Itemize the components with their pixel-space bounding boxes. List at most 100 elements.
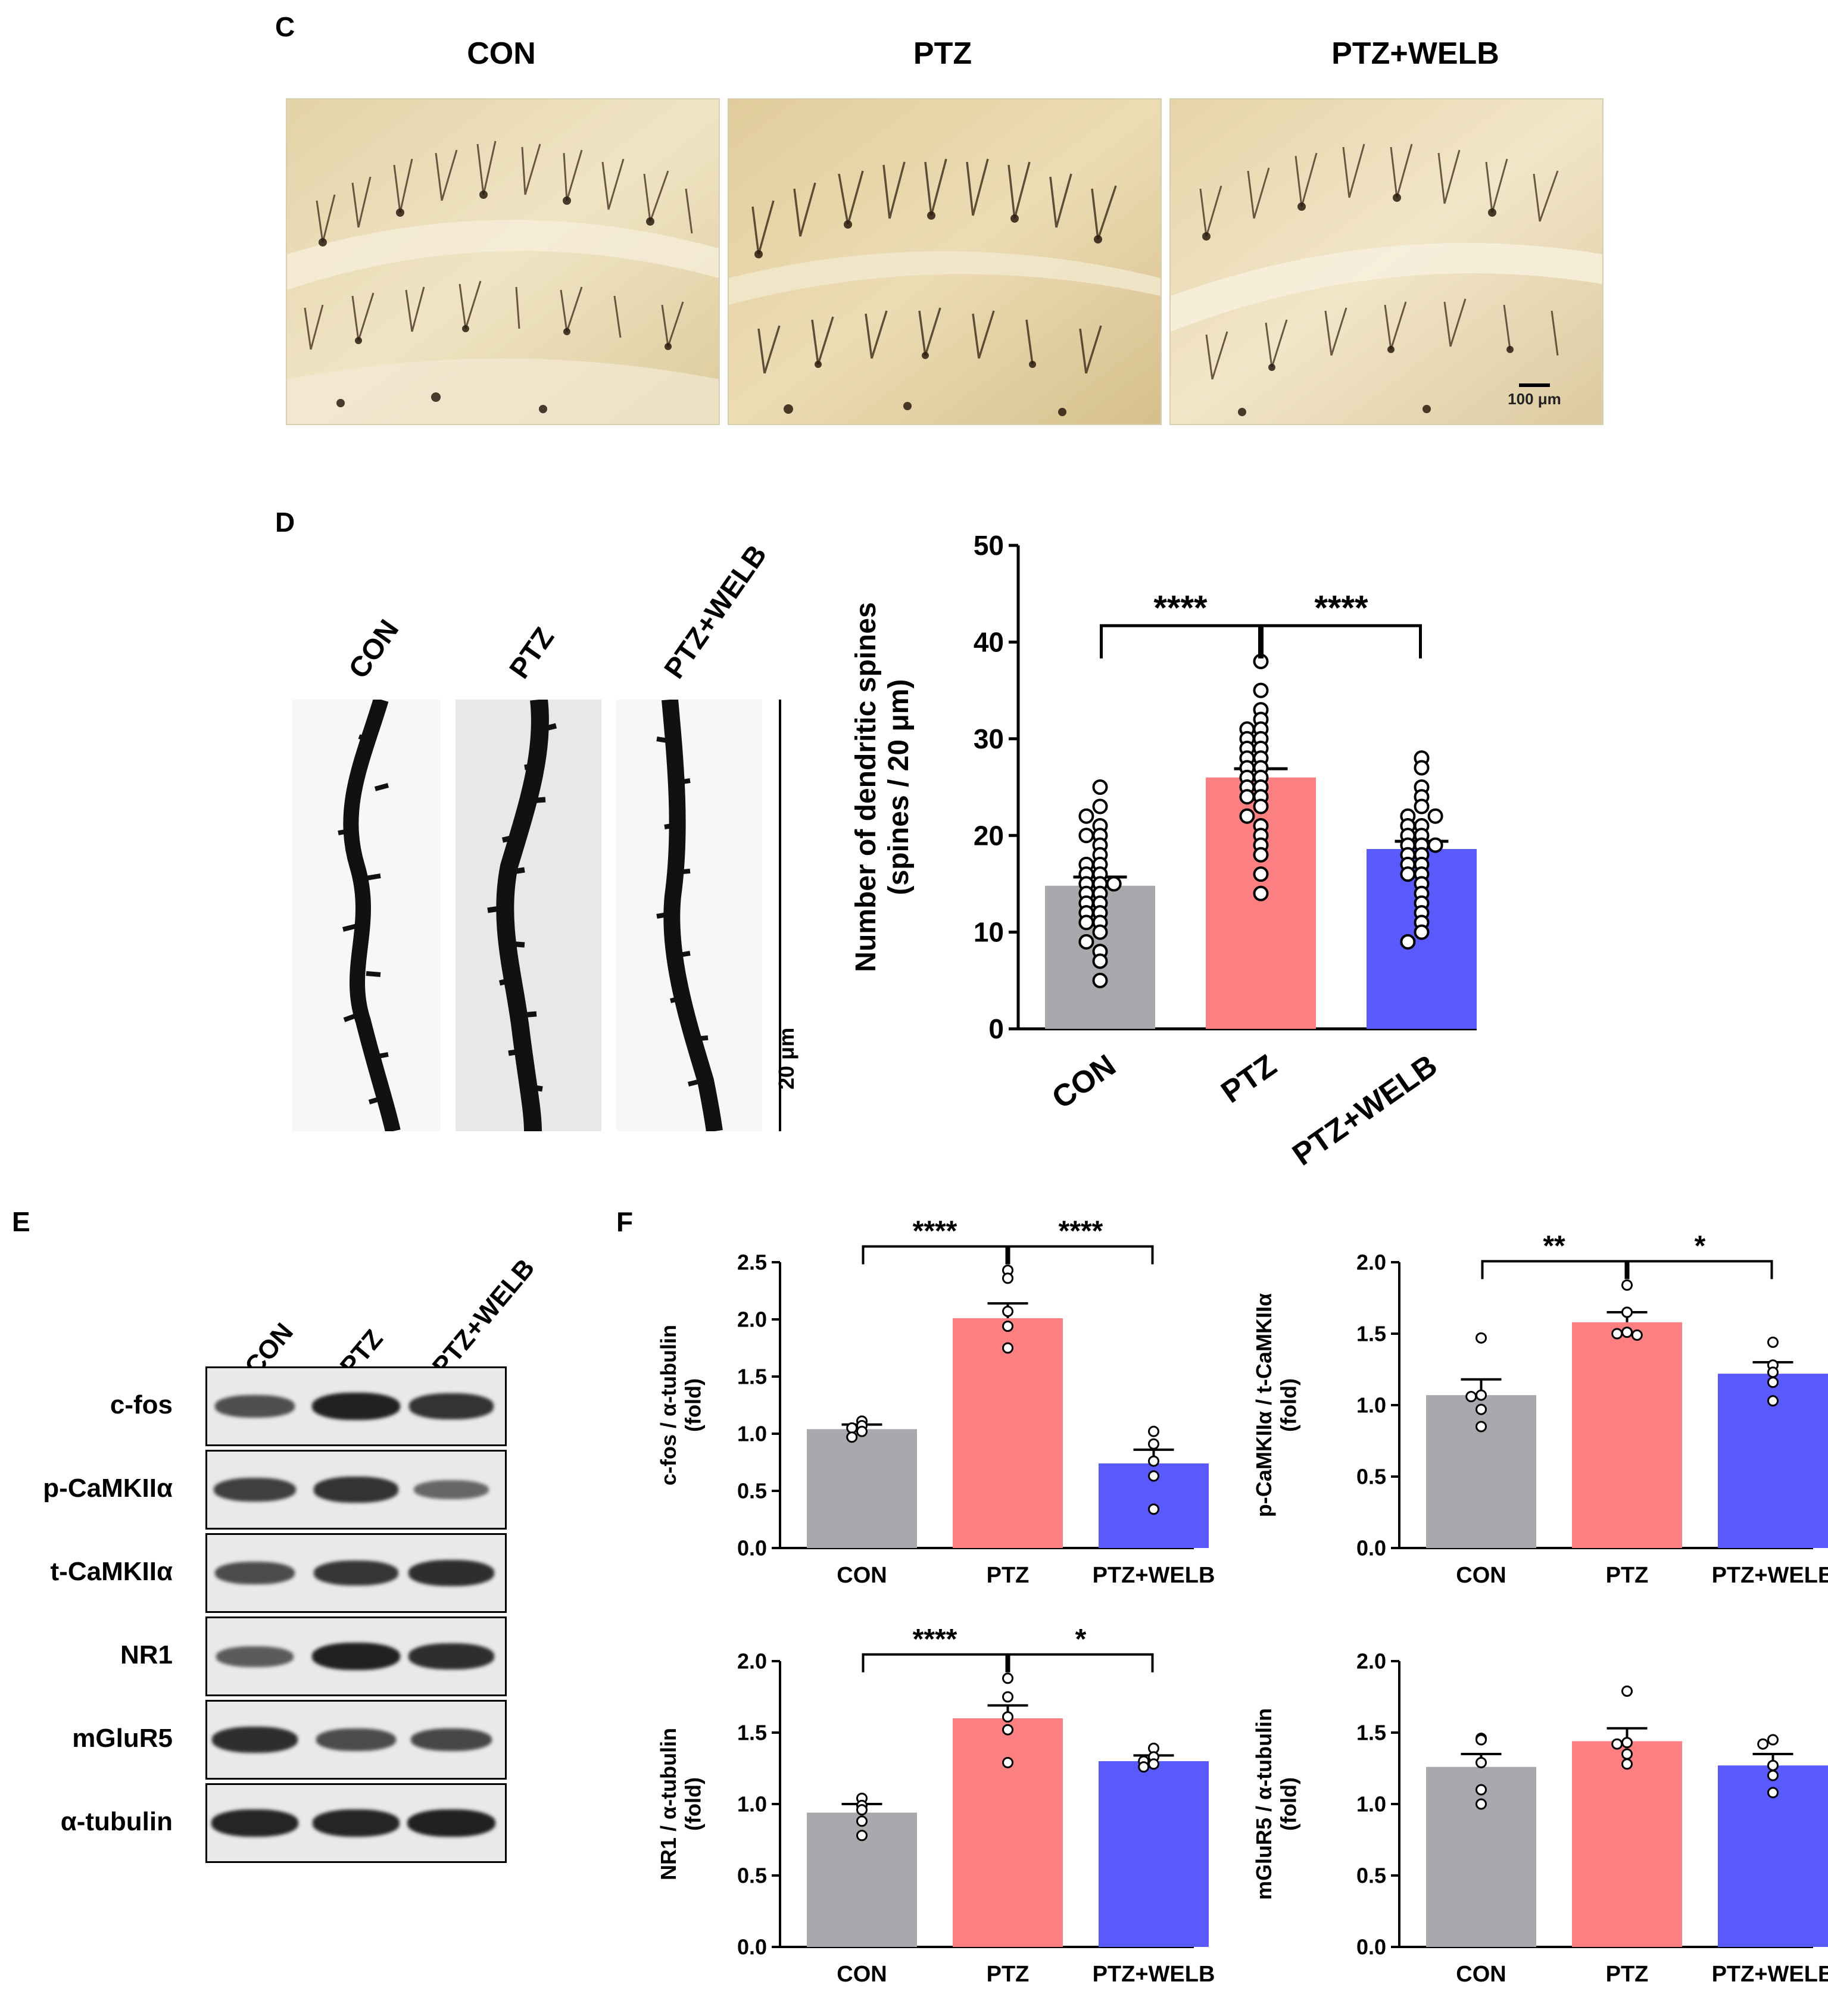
data-point	[856, 1830, 868, 1842]
data-point	[1239, 808, 1255, 824]
blot-label-5: α-tubulin	[60, 1807, 173, 1836]
blot-band	[312, 1642, 400, 1671]
significance-bracket	[862, 1653, 1008, 1672]
significance-bracket	[1481, 1260, 1627, 1279]
blot-band	[211, 1809, 299, 1837]
data-point	[1767, 1336, 1779, 1348]
dendrite-welb-image	[656, 698, 723, 1133]
blot-label-0: c-fos	[110, 1390, 173, 1419]
blot-band	[313, 1477, 399, 1503]
bar-con	[1426, 1395, 1536, 1548]
panel-d-scale-bar	[779, 700, 781, 1131]
bar-ptz	[1572, 1741, 1682, 1947]
x-category-label: PTZ	[987, 1563, 1030, 1588]
panel-c-letter: C	[275, 11, 295, 42]
data-point	[1621, 1685, 1633, 1697]
panel-c-title-ptz: PTZ	[913, 36, 972, 71]
significance-label: ****	[1153, 589, 1208, 628]
blot-strip-3	[205, 1616, 507, 1696]
data-point	[1253, 885, 1269, 901]
panel-e-letter: E	[12, 1206, 30, 1237]
dendrite-ptz-image	[487, 698, 557, 1132]
significance-bracket	[1261, 624, 1422, 659]
data-point	[856, 1804, 868, 1816]
data-point	[1148, 1438, 1159, 1450]
x-category-label: PTZ+WELB	[1093, 1962, 1215, 1987]
data-point	[856, 1815, 868, 1827]
data-point	[1138, 1761, 1150, 1773]
data-point	[1767, 1395, 1779, 1407]
y-axis-label: (fold)	[681, 1777, 705, 1831]
blot-band	[312, 1809, 400, 1837]
data-point	[1002, 1691, 1013, 1703]
y-tick-label: 1.0	[737, 1422, 767, 1446]
significance-label: *	[1695, 1230, 1706, 1262]
data-point	[1611, 1328, 1623, 1340]
panel-d-label-ptz: PTZ	[503, 622, 561, 685]
data-point	[1621, 1748, 1633, 1760]
blot-band	[408, 1393, 494, 1419]
x-category-label: PTZ+WELB	[1286, 1048, 1443, 1172]
data-point	[1475, 1403, 1487, 1415]
data-point	[1465, 1391, 1477, 1403]
significance-label: ****	[1059, 1215, 1103, 1247]
x-category-label: CON	[837, 1563, 887, 1588]
data-point	[1767, 1759, 1779, 1771]
x-category-label: PTZ	[1215, 1048, 1283, 1110]
data-point	[1148, 1503, 1159, 1515]
data-point	[1475, 1332, 1487, 1344]
bar-ptz-welb	[1099, 1761, 1209, 1947]
y-axis-label: Number of dendritic spines	[850, 602, 882, 972]
data-point	[1427, 808, 1443, 824]
data-point	[1611, 1738, 1623, 1750]
y-tick-label: 10	[974, 917, 1004, 948]
y-tick-label: 0	[988, 1013, 1004, 1044]
x-category-label: CON	[1456, 1563, 1506, 1588]
data-point	[1427, 837, 1443, 853]
data-point	[1475, 1734, 1487, 1746]
x-category-label: CON	[837, 1962, 887, 1987]
y-tick-label: 2.0	[1356, 1649, 1386, 1674]
bar-ptz	[953, 1718, 1063, 1947]
data-point	[1631, 1329, 1643, 1341]
micrograph-con-image	[287, 99, 719, 424]
data-point	[1239, 789, 1255, 805]
data-point	[1475, 1389, 1487, 1401]
blot-label-2: t-CaMKIIα	[50, 1557, 173, 1586]
x-category-label: PTZ	[1606, 1962, 1649, 1987]
significance-bracket	[1627, 1260, 1773, 1279]
bar-con	[807, 1429, 917, 1548]
blot-label-1: p-CaMKIIα	[43, 1474, 173, 1503]
y-tick-label: 1.5	[1356, 1721, 1386, 1745]
data-point	[1002, 1342, 1013, 1354]
data-point	[1767, 1734, 1779, 1746]
blot-band	[413, 1480, 489, 1500]
data-point	[1078, 915, 1094, 931]
y-tick-label: 0.0	[737, 1536, 767, 1561]
bar-con	[1426, 1767, 1536, 1947]
panel-c-scale-label: 100 μm	[1508, 390, 1561, 408]
data-point	[1078, 828, 1094, 844]
data-point	[1400, 934, 1416, 950]
data-point	[1475, 1798, 1487, 1810]
y-axis-label: c-fos / α-tubulin	[656, 1325, 681, 1486]
y-tick-label: 50	[974, 530, 1004, 561]
y-tick-label: 2.5	[737, 1250, 767, 1275]
chart-mglur5: 0.0 0.5 1.0 1.5 2.0 mGluR5 / α-tubulin (fold) C…	[1252, 1649, 1828, 1987]
bar-ptz	[953, 1318, 1063, 1548]
blot-strip-2	[205, 1533, 507, 1613]
y-tick-label: 1.5	[737, 1365, 767, 1389]
data-point	[1475, 1756, 1487, 1768]
data-point	[1475, 1784, 1487, 1796]
data-point	[1767, 1377, 1779, 1388]
y-axis-label: NR1 / α-tubulin	[656, 1728, 681, 1880]
significance-label: ****	[913, 1215, 957, 1247]
data-point	[1414, 924, 1430, 940]
y-axis-label: (fold)	[1276, 1777, 1300, 1831]
bar-ptz	[1206, 777, 1316, 1029]
panel-c-title-con: CON	[467, 36, 536, 71]
blot-band	[213, 1477, 297, 1502]
y-tick-label: 2.0	[737, 1649, 767, 1674]
significance-label: **	[1543, 1230, 1565, 1262]
y-tick-label: 0.0	[1356, 1935, 1386, 1959]
